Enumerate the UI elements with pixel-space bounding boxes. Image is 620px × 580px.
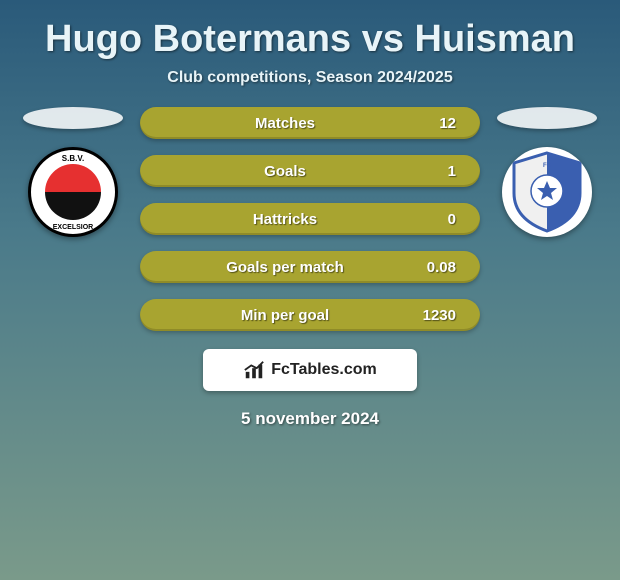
stat-row-matches: Matches 12 — [140, 107, 480, 139]
stat-label: Matches — [164, 115, 406, 132]
stat-row-hattricks: Hattricks 0 — [140, 203, 480, 235]
team-logo-left: S.B.V. EXCELSIOR — [28, 147, 118, 237]
date-text: 5 november 2024 — [0, 409, 620, 429]
right-side: FC — [492, 107, 602, 237]
stat-label: Goals — [164, 163, 406, 180]
page-title: Hugo Botermans vs Huisman — [0, 0, 620, 69]
team-logo-right: FC — [502, 147, 592, 237]
stat-label: Goals per match — [164, 259, 406, 276]
player-shadow-right — [497, 107, 597, 129]
stat-label: Hattricks — [164, 211, 406, 228]
stat-value: 0.08 — [406, 259, 456, 276]
stat-value: 1 — [406, 163, 456, 180]
stat-row-gpm: Goals per match 0.08 — [140, 251, 480, 283]
brand-text: FcTables.com — [271, 361, 377, 379]
stat-row-goals: Goals 1 — [140, 155, 480, 187]
logo-left-circle — [45, 164, 101, 220]
page-subtitle: Club competitions, Season 2024/2025 — [0, 69, 620, 107]
stat-label: Min per goal — [164, 307, 406, 324]
brand-badge: FcTables.com — [203, 349, 417, 391]
chart-icon — [243, 359, 265, 381]
stat-value: 1230 — [406, 307, 456, 324]
stat-value: 12 — [406, 115, 456, 132]
logo-left-bottom-text: EXCELSIOR — [31, 224, 115, 231]
comparison-container: S.B.V. EXCELSIOR Matches 12 Goals 1 Hatt… — [0, 107, 620, 331]
svg-text:FC: FC — [543, 163, 552, 169]
left-side: S.B.V. EXCELSIOR — [18, 107, 128, 237]
logo-left-top-text: S.B.V. — [31, 154, 115, 163]
stat-value: 0 — [406, 211, 456, 228]
stat-row-mpg: Min per goal 1230 — [140, 299, 480, 331]
player-shadow-left — [23, 107, 123, 129]
shield-icon: FC — [502, 147, 592, 237]
stats-column: Matches 12 Goals 1 Hattricks 0 Goals per… — [140, 107, 480, 331]
